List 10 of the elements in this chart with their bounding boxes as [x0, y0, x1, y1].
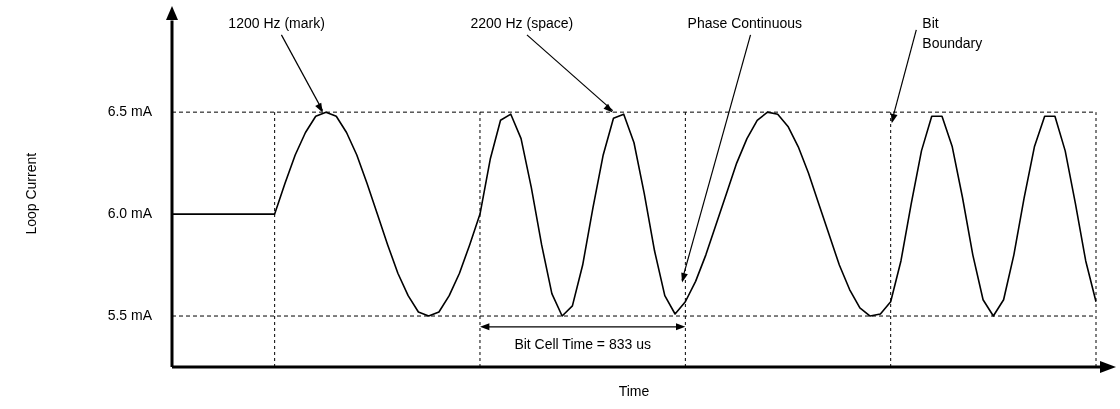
y-axis-title: Loop Current [23, 152, 40, 235]
annotation: Bit Cell Time = 833 us [514, 335, 651, 352]
x-axis-title: Time [618, 383, 650, 400]
y-tick-label: 6.5 mA [107, 103, 153, 120]
annotation: 2200 Hz (space) [470, 14, 574, 31]
y-tick-label: 5.5 mA [107, 306, 153, 323]
annotation: 1200 Hz (mark) [228, 14, 325, 31]
annotation: Phase Continuous [687, 14, 803, 31]
annotation: Bit Boundary [922, 14, 983, 51]
y-tick-label: 6.0 mA [107, 204, 153, 221]
